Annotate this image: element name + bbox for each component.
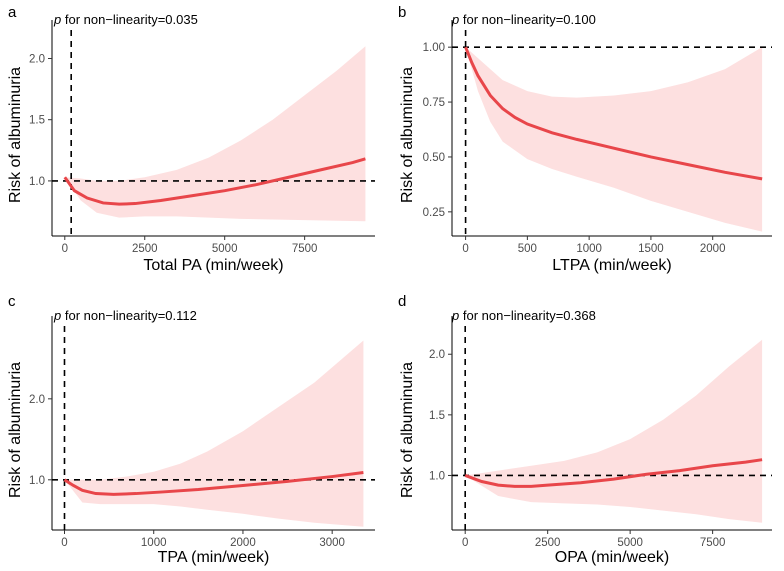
panel-d-nonlinearity-annotation: p for non−linearity=0.368 <box>451 308 596 323</box>
panel-a-y-axis-title: Risk of albuminuria <box>7 67 24 203</box>
panel-b-y-tick-label: 0.75 <box>423 97 445 109</box>
panel-b-x-tick-label: 2000 <box>700 243 726 255</box>
panel-a-estimate-line <box>63 157 366 206</box>
panel-a-letter: a <box>8 4 17 21</box>
panel-c-y-tick-label: 1.0 <box>29 475 45 487</box>
panel-b-x-tick-label: 1500 <box>638 243 664 255</box>
panel-b: 0 500 1000 1500 2000 0.25 0.50 0.75 1.00 LTPA (mi… <box>398 4 772 274</box>
panel-c-y-axis-title: Risk of albuminuria <box>7 362 24 498</box>
panel-b-annotation-text: for non−linearity=0.100 <box>459 12 596 27</box>
panel-d-plot-area <box>452 326 772 530</box>
panel-c: 0 1000 2000 3000 1.0 2.0 TPA (min/week) Risk of… <box>7 293 375 566</box>
panel-b-x-tick-label: 1000 <box>576 243 602 255</box>
panel-a-plot-area <box>52 30 375 236</box>
panel-a-annotation-text: for non−linearity=0.035 <box>61 12 198 27</box>
panel-d-letter: d <box>398 293 406 310</box>
panel-d-annotation-p: p <box>451 308 459 323</box>
panel-d: 0 2500 5000 7500 1.0 1.5 2.0 OPA (min/week) Risk… <box>398 293 772 566</box>
panel-a-x-tick-label: 7500 <box>292 243 318 255</box>
panel-c-letter: c <box>8 293 16 310</box>
panel-a-annotation-p: p <box>53 12 61 27</box>
panel-a-confidence-band <box>64 46 366 222</box>
panel-b-plot-area <box>452 30 772 236</box>
panel-d-y-tick-label: 1.0 <box>429 470 445 482</box>
panel-d-y-tick-label: 2.0 <box>429 349 445 361</box>
panel-d-confidence-band <box>465 339 763 523</box>
panel-d-y-tick-label: 1.5 <box>429 410 445 422</box>
panel-b-x-axis-title: LTPA (min/week) <box>552 257 671 274</box>
panel-d-x-tick-label: 0 <box>462 537 468 549</box>
panel-a-x-tick-label: 2500 <box>132 243 158 255</box>
panel-b-estimate-line <box>464 46 763 181</box>
panel-a-y-tick-label: 2.0 <box>29 53 45 65</box>
panel-c-confidence-band <box>64 340 364 527</box>
panel-d-x-tick-label: 5000 <box>617 537 643 549</box>
panel-c-estimate-line <box>63 471 364 496</box>
panel-b-y-tick-label: 0.50 <box>423 152 445 164</box>
panel-b-y-axis-title: Risk of albuminuria <box>399 67 416 203</box>
panel-b-nonlinearity-annotation: p for non−linearity=0.100 <box>451 12 596 27</box>
panel-c-x-tick-label: 0 <box>61 537 67 549</box>
panel-c-annotation-p: p <box>53 308 61 323</box>
panel-d-x-tick-label: 7500 <box>700 537 726 549</box>
panel-c-y-tick-label: 2.0 <box>29 394 45 406</box>
panel-b-x-tick-label: 500 <box>518 243 537 255</box>
panel-c-x-tick-label: 2000 <box>230 537 256 549</box>
panel-a-x-axis-title: Total PA (min/week) <box>143 257 283 274</box>
panel-c-x-axis-title: TPA (min/week) <box>158 549 270 566</box>
panel-c-annotation-text: for non−linearity=0.112 <box>61 308 197 323</box>
panel-d-estimate-line <box>464 458 763 488</box>
panel-d-y-axis-title: Risk of albuminuria <box>399 362 416 498</box>
panel-d-annotation-text: for non−linearity=0.368 <box>459 308 596 323</box>
panel-d-x-tick-label: 2500 <box>535 537 561 549</box>
panel-c-plot-area <box>52 326 375 530</box>
panel-c-x-tick-label: 3000 <box>319 537 345 549</box>
panel-a-y-tick-label: 1.0 <box>29 176 45 188</box>
panel-a: 0 2500 5000 7500 1.0 1.5 2.0 Total PA (min/week… <box>7 4 375 274</box>
panel-a-x-tick-label: 5000 <box>212 243 238 255</box>
panel-d-x-axis-title: OPA (min/week) <box>555 549 669 566</box>
panel-b-y-tick-label: 1.00 <box>423 42 445 54</box>
panel-b-letter: b <box>398 4 406 21</box>
panel-a-x-tick-label: 0 <box>62 243 68 255</box>
panel-c-x-tick-label: 1000 <box>141 537 167 549</box>
panel-a-nonlinearity-annotation: p for non−linearity=0.035 <box>53 12 198 27</box>
panel-b-confidence-band <box>465 47 763 232</box>
panel-b-y-tick-label: 0.25 <box>423 207 445 219</box>
panel-b-annotation-p: p <box>451 12 459 27</box>
panel-a-y-tick-label: 1.5 <box>29 115 45 127</box>
panel-b-x-tick-label: 0 <box>462 243 468 255</box>
panel-c-nonlinearity-annotation: p for non−linearity=0.112 <box>53 308 197 323</box>
